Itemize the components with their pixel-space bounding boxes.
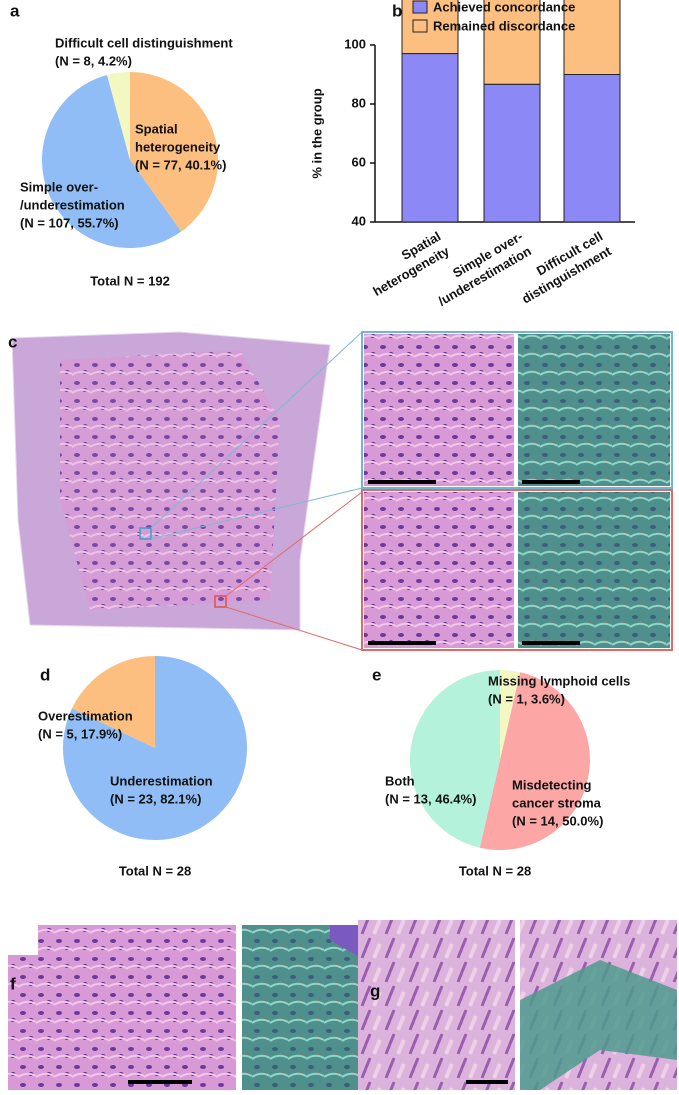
bar-segment	[483, 0, 541, 85]
legend-swatch	[412, 19, 428, 33]
panel-label: b	[392, 1, 402, 20]
panel-label: e	[372, 665, 381, 684]
bar-segment	[401, 53, 459, 223]
slice-label: Missing lymphoid cells	[488, 673, 630, 688]
slice-label: Misdetecting	[512, 777, 592, 792]
y-tick-label: 80	[352, 95, 366, 110]
bar-segment	[483, 83, 541, 223]
pie-slice	[410, 670, 500, 848]
panel-label: c	[8, 332, 17, 351]
panel-label: g	[370, 981, 380, 1000]
legend-swatch	[412, 0, 428, 14]
legend-label: Remained discordance	[433, 18, 575, 33]
y-axis-label: % in the group	[309, 88, 324, 178]
pie-slice	[130, 72, 219, 232]
panel-label: d	[40, 665, 50, 684]
panel-c-images	[11, 331, 673, 651]
slice-value-label: (N = 23, 82.1%)	[110, 791, 201, 806]
pie-slice	[500, 670, 521, 760]
pie-slice	[41, 75, 182, 248]
slice-value-label: (N = 14, 50.0%)	[512, 813, 603, 828]
y-tick-label: 60	[352, 154, 366, 169]
slice-value-label: (N = 8, 4.2%)	[55, 53, 132, 68]
slice-label: /underestimation	[20, 197, 125, 212]
x-tick-label-group: Simple over-/underestimation	[436, 229, 534, 309]
slice-label: heterogeneity	[135, 139, 221, 154]
slice-value-label: (N = 77, 40.1%)	[135, 157, 226, 172]
panel-label: a	[10, 1, 20, 20]
slice-label: Both	[385, 773, 415, 788]
total-label: Total N = 28	[459, 863, 531, 878]
legend-label: Achieved concordance	[433, 0, 575, 14]
bar-segment	[563, 0, 621, 75]
slice-value-label: (N = 5, 17.9%)	[38, 726, 122, 741]
total-label: Total N = 28	[119, 863, 191, 878]
pie-slice	[72, 656, 155, 748]
bar-segment	[401, 0, 459, 55]
slice-label: Overestimation	[38, 708, 133, 723]
slice-value-label: (N = 13, 46.4%)	[385, 791, 476, 806]
pie-slice	[107, 72, 130, 160]
panel-label: f	[10, 974, 16, 993]
y-tick-label: 40	[352, 213, 366, 228]
slice-value-label: (N = 1, 3.6%)	[488, 691, 565, 706]
total-label: Total N = 192	[90, 273, 170, 288]
panel-f-g-images	[8, 920, 677, 1090]
slice-label: cancer stroma	[512, 795, 602, 810]
pie-slice	[479, 672, 590, 850]
slice-label: Difficult cell distinguishment	[55, 35, 233, 50]
slice-label: Underestimation	[110, 773, 213, 788]
slice-value-label: (N = 107, 55.7%)	[20, 215, 119, 230]
y-tick-label: 100	[344, 36, 366, 51]
slice-label: Spatial	[135, 121, 178, 136]
bar-segment	[563, 74, 621, 223]
slice-label: Simple over-	[20, 179, 98, 194]
